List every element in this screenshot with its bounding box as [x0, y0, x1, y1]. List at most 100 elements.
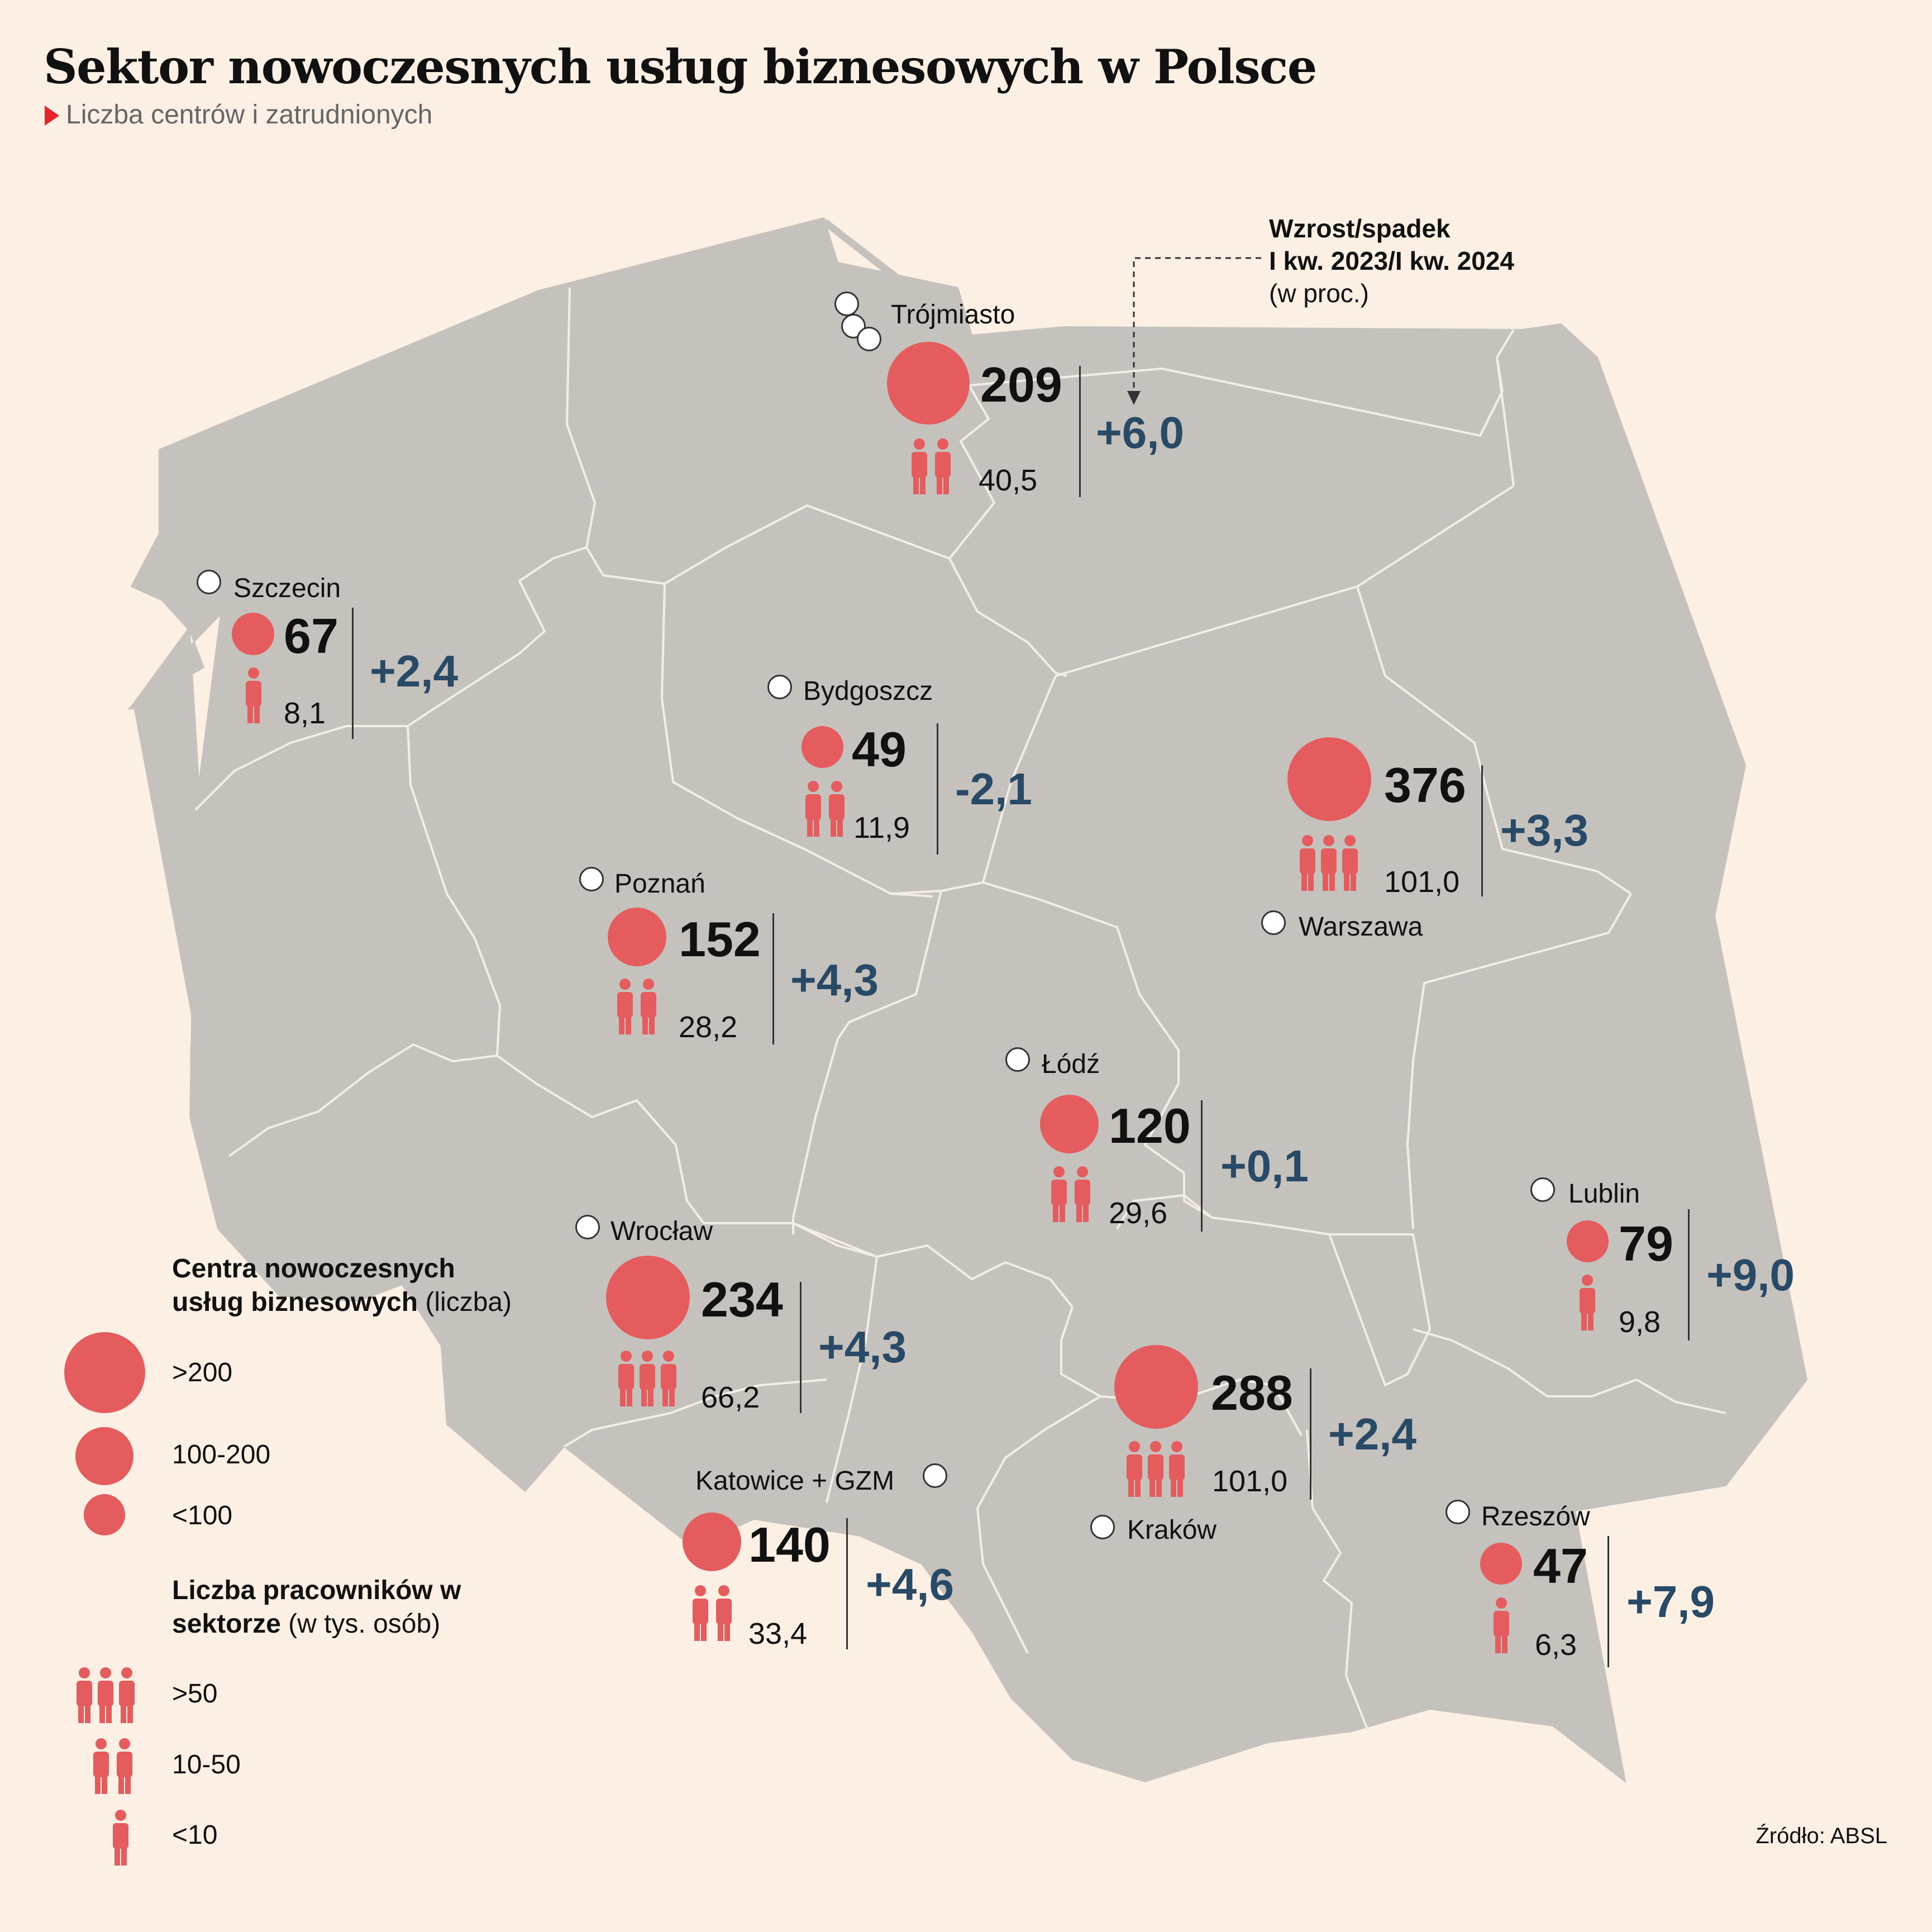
city-marker-szczecin — [197, 570, 221, 594]
note-arrow-icon — [1127, 391, 1141, 405]
extra-mass-west — [128, 626, 221, 1173]
centers-bubble-trojmiasto — [887, 342, 970, 424]
note-leader-line — [1133, 257, 1261, 397]
employees-icon-krakow — [1127, 1441, 1185, 1497]
change-value-lublin: +9,0 — [1706, 1250, 1795, 1300]
border-dolny-opol-south — [563, 1378, 827, 1448]
city-marker-lodz — [1005, 1047, 1030, 1072]
legend-bubble-large — [64, 1332, 145, 1413]
centers-value-bydgoszcz: 49 — [852, 722, 907, 777]
legend-bubble-small — [84, 1494, 125, 1535]
border-swiet-podk — [1328, 1234, 1431, 1386]
legend-employees-title-rest: (w tys. osób) — [288, 1609, 441, 1639]
change-value-bydgoszcz: -2,1 — [955, 764, 1032, 814]
note-line-2: I kw. 2023/I kw. 2024 — [1269, 246, 1514, 275]
note-line-3: (w proc.) — [1269, 279, 1369, 308]
centers-value-szczecin: 67 — [284, 608, 338, 664]
border-zachpom-lub — [407, 546, 587, 1056]
legend-employees-item-2: 10-50 — [172, 1750, 241, 1780]
border-dolny-opol — [704, 1222, 877, 1258]
centers-value-poznan: 152 — [679, 912, 761, 967]
employees-value-trojmiasto: 40,5 — [979, 464, 1038, 497]
border-mazow-lodz — [982, 881, 1185, 1174]
city-name-wroclaw: Wrocław — [610, 1217, 713, 1246]
hel-peninsula — [821, 219, 905, 285]
centers-bubble-szczecin — [232, 613, 274, 655]
centers-bubble-lodz — [1040, 1095, 1099, 1153]
city-marker-poznan — [579, 867, 604, 891]
centers-bubble-warszawa — [1287, 737, 1371, 821]
centers-value-warszawa: 376 — [1384, 757, 1466, 813]
change-value-szczecin: +2,4 — [370, 646, 458, 696]
divider-trojmiasto — [1079, 366, 1081, 497]
divider-bydgoszcz — [937, 723, 938, 855]
employees-icon-lublin — [1580, 1275, 1595, 1330]
employees-icon-lodz — [1051, 1166, 1090, 1222]
employees-value-lublin: 9,8 — [1619, 1305, 1661, 1339]
employees-value-lodz: 29,6 — [1109, 1196, 1168, 1230]
border-zachpom-pom — [566, 287, 1067, 677]
page-title: Sektor nowoczesnych usług biznesowych w … — [44, 39, 1317, 94]
divider-lublin — [1688, 1209, 1690, 1341]
border-lubus-dolny — [228, 1043, 705, 1224]
divider-szczecin — [352, 608, 354, 739]
employees-value-wroclaw: 66,2 — [701, 1381, 760, 1414]
triangle-marker-icon — [45, 106, 59, 126]
city-name-poznan: Poznań — [614, 869, 705, 899]
divider-warszawa — [1481, 765, 1483, 896]
city-marker-bydgoszcz — [767, 675, 792, 699]
centers-bubble-poznan — [608, 908, 666, 966]
centers-value-wroclaw: 234 — [701, 1272, 783, 1327]
employees-value-krakow: 101,0 — [1212, 1464, 1288, 1498]
centers-value-lublin: 79 — [1619, 1216, 1673, 1271]
city-name-lublin: Lublin — [1568, 1179, 1640, 1209]
note-line-1: Wzrost/spadek — [1269, 214, 1451, 243]
city-marker-krakow — [1090, 1515, 1115, 1539]
employees-icon-bydgoszcz — [805, 781, 845, 837]
change-note: Wzrost/spadek I kw. 2023/I kw. 2024 (w p… — [1269, 212, 1514, 309]
legend-centers-title-rest: (liczba) — [425, 1287, 512, 1317]
divider-poznan — [772, 913, 774, 1044]
city-marker-warszawa — [1261, 910, 1286, 935]
voivodeship-borders — [194, 287, 1726, 1732]
legend-employees-title: Liczba pracowników w sektorze (w tys. os… — [172, 1574, 507, 1641]
centers-value-rzeszow: 47 — [1533, 1538, 1588, 1594]
border-wielk-lodz — [792, 890, 942, 1234]
border-opol-sl — [826, 1256, 878, 1503]
divider-wroclaw — [800, 1282, 802, 1413]
centers-value-katowice: 140 — [748, 1517, 831, 1572]
legend-people-three-icon — [77, 1667, 135, 1723]
legend-person-single-icon — [113, 1810, 128, 1866]
centers-bubble-rzeszow — [1480, 1543, 1522, 1585]
change-value-katowice: +4,6 — [866, 1559, 954, 1609]
employees-icon-wroclaw — [618, 1351, 676, 1406]
city-marker-wroclaw — [575, 1215, 600, 1239]
legend-centers-item-1: >200 — [172, 1358, 233, 1387]
city-marker-trojmiasto-3 — [857, 327, 881, 351]
legend-centers-title-bold: Centra nowoczesnych usług biznesowych — [172, 1254, 455, 1317]
employees-icon-warszawa — [1300, 835, 1358, 891]
border-warm-podl-north — [1496, 357, 1515, 486]
city-name-szczecin: Szczecin — [233, 574, 341, 603]
employees-value-szczecin: 8,1 — [284, 697, 326, 730]
subtitle-text: Liczba centrów i zatrudnionych — [66, 100, 433, 130]
border-lodz-swiet — [1116, 1194, 1213, 1230]
border-sl-malop — [976, 1395, 1101, 1654]
change-value-trojmiasto: +6,0 — [1096, 408, 1184, 457]
legend-people-two-icon — [93, 1738, 132, 1794]
city-marker-lublin — [1530, 1177, 1555, 1202]
legend-centers-title: Centra nowoczesnych usług biznesowych (l… — [172, 1252, 518, 1319]
border-sl-swiet — [1060, 1306, 1101, 1397]
centers-bubble-katowice — [683, 1513, 741, 1571]
centers-value-krakow: 288 — [1211, 1365, 1293, 1420]
divider-rzeszow — [1607, 1536, 1609, 1667]
city-name-rzeszow: Rzeszów — [1481, 1502, 1590, 1532]
employees-value-warszawa: 101,0 — [1384, 865, 1460, 899]
employees-icon-rzeszow — [1494, 1597, 1509, 1653]
city-name-lodz: Łódź — [1042, 1050, 1100, 1079]
border-mazow-lub — [1406, 893, 1632, 1229]
change-value-krakow: +2,4 — [1328, 1409, 1416, 1459]
employees-value-rzeszow: 6,3 — [1535, 1628, 1577, 1662]
change-value-rzeszow: +7,9 — [1626, 1577, 1715, 1626]
source-note: Źródło: ABSL — [1756, 1824, 1887, 1848]
